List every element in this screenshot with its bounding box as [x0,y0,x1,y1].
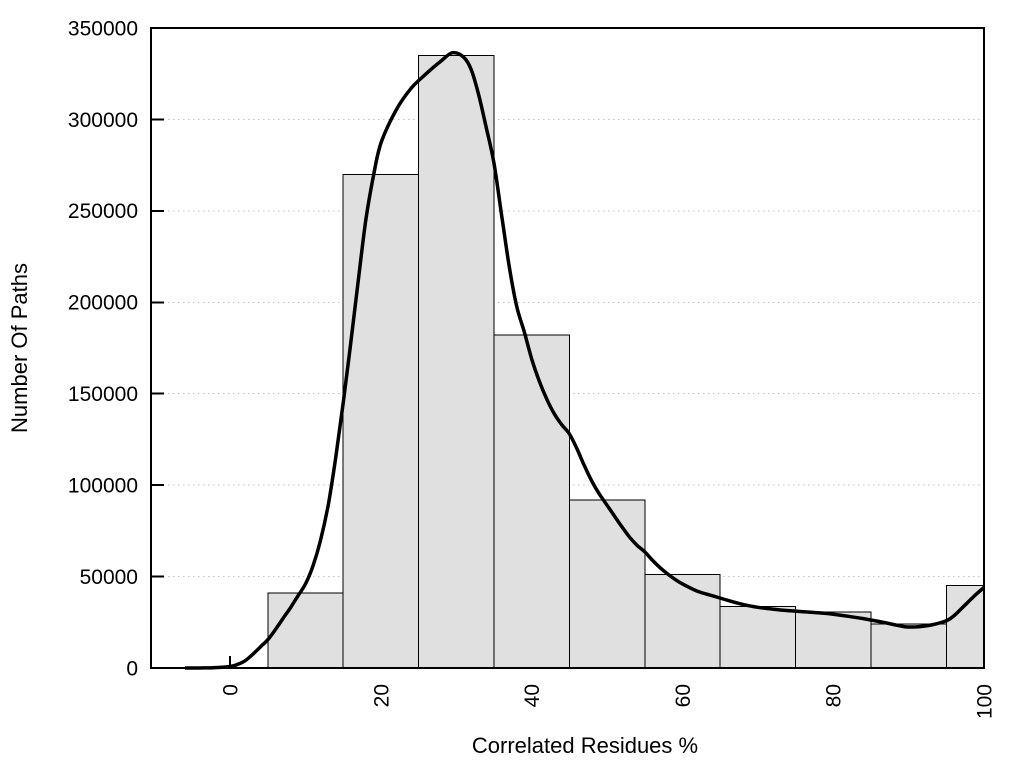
tick-labels: 0 50000 100000 150000 200000 250000 300000 3500… [68,17,997,719]
x-tick-label: 0 [220,684,243,696]
y-tick-label: 150000 [68,383,138,406]
y-tick-label: 250000 [68,200,138,223]
plot-border-box [150,27,985,669]
density-curve-path [184,50,986,670]
histogram-bar [795,611,872,669]
density-curve [184,50,986,670]
histogram-bar [945,585,985,669]
histogram-bar [870,623,947,669]
plot-border [150,27,985,669]
x-tick-label: 20 [370,684,393,707]
histogram-bar [418,54,495,669]
y-tick-label: 350000 [68,17,138,40]
histogram-bar [493,334,570,669]
x-tick-label: 100 [974,684,997,719]
histogram-bar [644,574,721,669]
x-axis-label: Correlated Residues % [472,733,698,758]
y-tick-label: 100000 [68,474,138,497]
y-tick-label: 300000 [68,109,138,132]
y-tick-label: 0 [126,657,138,680]
histogram-bar [568,499,646,669]
y-axis-label: Number Of Paths [7,263,32,433]
gridlines [153,118,982,578]
histogram-bar [719,606,797,669]
histogram-bar [267,592,344,669]
y-tick-label: 50000 [80,566,138,589]
histogram-bars [267,54,985,669]
x-tick-label: 60 [672,684,695,707]
x-tick-label: 40 [521,684,544,707]
histogram-bar [342,173,420,669]
x-tick-label: 80 [823,684,846,707]
y-tick-label: 200000 [68,292,138,315]
